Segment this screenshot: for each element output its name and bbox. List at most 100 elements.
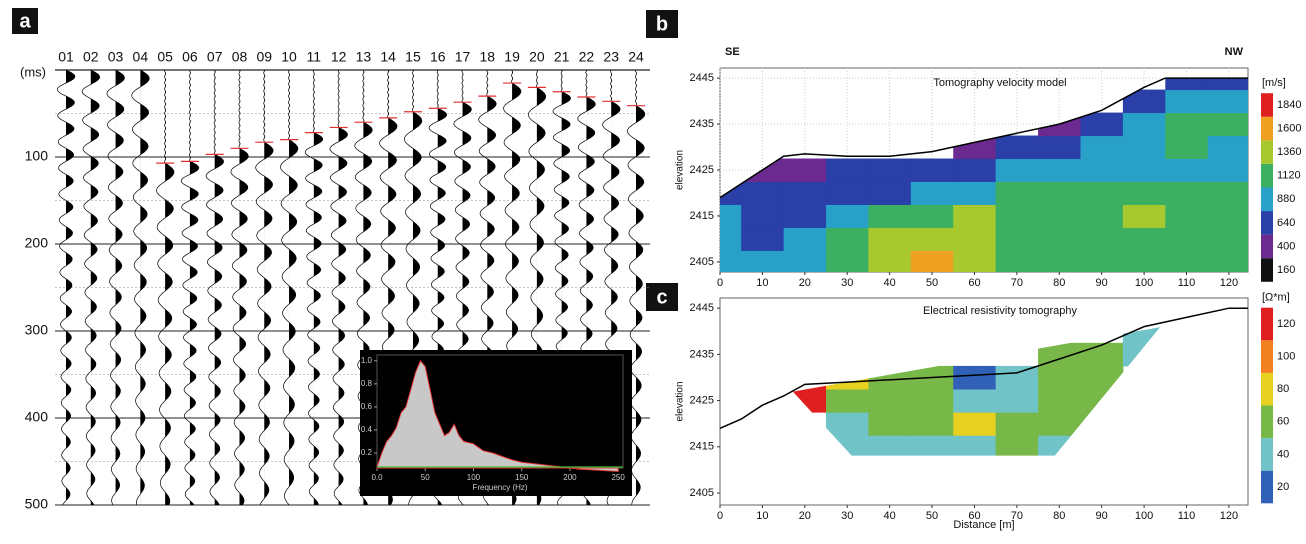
- colorbar-swatch: [1261, 140, 1273, 164]
- grid-cell: [910, 227, 954, 251]
- topography: [719, 307, 1248, 429]
- y-tick-label: 0.4: [361, 425, 373, 434]
- panel-badge: [646, 283, 678, 311]
- grid-cell: [910, 435, 954, 457]
- x-tick-label: 50: [421, 473, 430, 482]
- grid-cell: [1207, 135, 1248, 160]
- grid-cell: [995, 227, 1039, 251]
- grid-cell: [826, 158, 869, 182]
- y-tick-label: 0.8: [361, 379, 373, 388]
- colorbar-tick-label: 60: [1277, 416, 1289, 428]
- panel-letter: b: [656, 13, 668, 35]
- grid-cell: [910, 389, 954, 413]
- y-tick-label: 500: [25, 496, 49, 512]
- grid-cell: [1038, 389, 1081, 413]
- colorbar-tick-label: 880: [1277, 193, 1295, 205]
- y-axis-label: (ms): [20, 64, 46, 79]
- grid-cell: [1207, 89, 1248, 114]
- trace-wiggle: [329, 69, 348, 506]
- trace-label: 09: [256, 49, 272, 65]
- x-tick-label: 0: [717, 277, 723, 289]
- colorbar-swatch: [1261, 258, 1273, 282]
- trace-label: 11: [307, 49, 322, 65]
- trace-label: 01: [58, 49, 74, 65]
- grid-cell: [1038, 342, 1081, 367]
- grid-cell: [826, 227, 869, 251]
- y-tick-label: 2435: [690, 348, 714, 360]
- trace-wiggle: [106, 69, 125, 506]
- grid-cell: [910, 181, 954, 205]
- trace-label: 13: [356, 49, 372, 65]
- grid-cell: [953, 204, 997, 228]
- colorbar-swatch: [1261, 372, 1273, 406]
- grid-cell: [741, 227, 785, 251]
- direction-label: SE: [725, 46, 740, 58]
- y-tick-label: 2445: [690, 302, 714, 314]
- trace-wiggle: [280, 69, 299, 506]
- trace-label: 18: [480, 49, 496, 65]
- colorbar-tick-label: 120: [1277, 318, 1295, 330]
- grid-cell: [720, 227, 742, 251]
- x-tick-label: 70: [1011, 510, 1023, 522]
- x-tick-label: 20: [799, 277, 811, 289]
- colorbar-tick-label: 20: [1277, 481, 1289, 493]
- colorbar-tick-label: 640: [1277, 217, 1295, 229]
- x-tick-label: 100: [1135, 277, 1153, 289]
- grid-cell: [826, 389, 869, 413]
- x-tick-label: 90: [1096, 277, 1108, 289]
- trace-label: 05: [157, 49, 173, 65]
- colorbar-swatch: [1261, 470, 1273, 504]
- x-tick-label: 10: [756, 510, 768, 522]
- x-tick-label: 100: [467, 473, 481, 482]
- grid-cell: [1080, 365, 1124, 390]
- y-tick-label: 2445: [690, 72, 714, 84]
- grid-cell: [953, 250, 997, 272]
- trace-wiggle: [304, 69, 324, 505]
- grid-cell: [1122, 181, 1166, 205]
- grid-cell: [1165, 227, 1209, 251]
- colorbar-swatch: [1261, 234, 1273, 259]
- trace-label: 21: [554, 49, 570, 65]
- trace-label: 07: [207, 49, 223, 65]
- grid-cell: [910, 250, 954, 272]
- colorbar-tick-label: 100: [1277, 351, 1295, 363]
- trace-wiggle: [627, 69, 646, 505]
- y-tick-label: 2405: [690, 487, 714, 499]
- chart-title: Tomography velocity model: [933, 77, 1066, 89]
- colorbar-swatch: [1261, 340, 1273, 373]
- grid-cell: [1038, 412, 1081, 436]
- trace-label: 16: [430, 49, 446, 65]
- grid-cell: [1207, 112, 1248, 137]
- x-tick-label: 80: [1053, 510, 1065, 522]
- trace-label: 20: [529, 49, 545, 65]
- y-axis-label: elevation: [675, 150, 686, 190]
- grid-cell: [995, 389, 1039, 413]
- trace-wiggle: [81, 69, 101, 506]
- grid-cell: [868, 181, 912, 205]
- trace-fill: [90, 70, 100, 505]
- trace-fill: [289, 70, 298, 505]
- grid-cell: [868, 412, 912, 436]
- grid-cell: [720, 204, 742, 228]
- grid-cell: [720, 250, 742, 272]
- grid-cell: [1038, 227, 1081, 251]
- trace-label: 14: [380, 49, 396, 65]
- y-tick-label: 2425: [690, 164, 714, 176]
- grid-cell: [1080, 181, 1124, 205]
- y-tick-label: 200: [25, 235, 49, 251]
- grid-cell: [1038, 158, 1081, 182]
- grid-cell: [953, 158, 997, 182]
- grid-cell: [1122, 89, 1166, 114]
- grid-cell: [953, 365, 997, 390]
- grid-cell: [1122, 158, 1166, 182]
- grid-cell: [1207, 250, 1248, 272]
- colorbar-swatch: [1261, 187, 1273, 212]
- cells: [720, 78, 1248, 272]
- trace-label: 12: [331, 49, 347, 65]
- grid-cell: [910, 158, 954, 182]
- trace-fill: [140, 70, 150, 505]
- x-tick-label: 70: [1011, 277, 1023, 289]
- x-tick-label: 120: [1220, 277, 1238, 289]
- trace-label: 08: [232, 49, 248, 65]
- grid-cell: [1038, 365, 1081, 390]
